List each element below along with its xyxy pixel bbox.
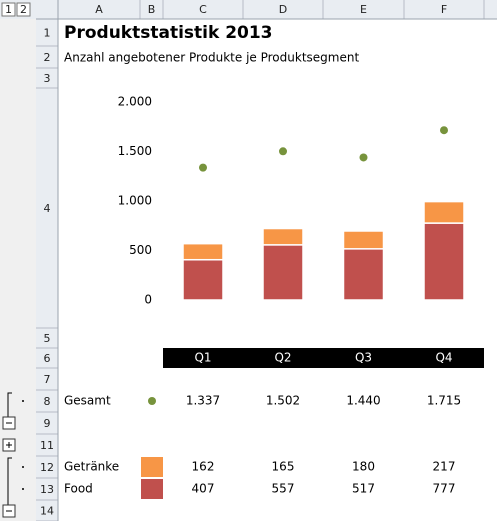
row-header: 14 <box>40 505 54 518</box>
table-value: 165 <box>272 460 295 474</box>
column-header: C <box>199 3 207 16</box>
row-header: 8 <box>44 395 51 408</box>
row-header: 7 <box>44 373 51 386</box>
table-value: 1.502 <box>266 394 300 408</box>
column-header-bar <box>0 0 497 19</box>
outline-brackets <box>7 392 12 505</box>
outline-gutter <box>0 0 36 521</box>
row-header-bar <box>36 0 58 521</box>
series-name: Gesamt <box>64 394 111 408</box>
bar <box>182 258 224 301</box>
y-tick-label: 1.000 <box>118 194 152 208</box>
row-header: 6 <box>44 352 51 365</box>
row-header: 1 <box>44 27 51 40</box>
table-value: 407 <box>192 482 215 496</box>
legend-swatch <box>141 479 163 499</box>
outline-level-label: 1 <box>5 3 12 16</box>
outline-dot <box>22 488 24 490</box>
row-header: 11 <box>40 439 54 452</box>
outline-bracket <box>7 457 12 505</box>
table-value: 162 <box>192 460 215 474</box>
bar <box>182 242 224 261</box>
y-tick-label: 1.500 <box>118 144 152 158</box>
bar <box>342 230 385 250</box>
table-value: 1.715 <box>427 394 461 408</box>
category-label: Q3 <box>355 351 372 365</box>
outline-level-button[interactable] <box>1 2 16 17</box>
column-header: F <box>441 3 447 16</box>
outline-level-button[interactable] <box>16 2 31 17</box>
column-header: B <box>148 3 156 16</box>
row-header: 9 <box>44 417 51 430</box>
category-label: Q1 <box>194 351 211 365</box>
outline-buttons <box>2 400 24 518</box>
table-value: 557 <box>272 482 295 496</box>
point <box>359 153 368 162</box>
bar <box>262 227 304 246</box>
legend-marker <box>148 397 156 405</box>
column-header: E <box>360 3 367 16</box>
outline-dot <box>22 400 24 402</box>
y-tick-label: 0 <box>144 293 152 307</box>
category-label: Q2 <box>274 351 291 365</box>
table-value: 1.337 <box>186 394 220 408</box>
point <box>279 147 287 156</box>
table-value: 777 <box>433 482 456 496</box>
row-header: 12 <box>40 461 54 474</box>
outline-dot <box>22 466 24 468</box>
y-tick-label: 2.000 <box>118 95 152 109</box>
table-value: 1.440 <box>346 394 380 408</box>
table-value: 180 <box>352 460 375 474</box>
row-header: 5 <box>44 332 51 345</box>
quarter-header-band <box>163 348 484 368</box>
row-header: 13 <box>40 483 54 496</box>
table-value: 517 <box>352 482 375 496</box>
bar <box>342 248 385 301</box>
column-header: A <box>95 3 103 16</box>
point <box>199 163 207 172</box>
series-name: Food <box>64 482 93 496</box>
category-label: Q4 <box>435 351 452 365</box>
outline-bracket <box>7 392 12 418</box>
point <box>440 126 448 135</box>
row-header: 3 <box>44 72 51 85</box>
table-value: 217 <box>433 460 456 474</box>
row-header: 2 <box>44 51 51 64</box>
series-name: Getränke <box>64 460 119 474</box>
legend-swatch <box>141 457 163 477</box>
outline-level-label: 2 <box>20 3 27 16</box>
chart-subtitle: Anzahl angebotener Produkte je Produktse… <box>64 51 359 65</box>
bar <box>423 222 465 301</box>
y-tick-label: 500 <box>129 243 152 257</box>
bar <box>262 244 304 301</box>
chart-title: Produktstatistik 2013 <box>64 23 273 43</box>
row-header: 4 <box>44 202 51 215</box>
bar <box>423 200 465 224</box>
column-header: D <box>279 3 287 16</box>
